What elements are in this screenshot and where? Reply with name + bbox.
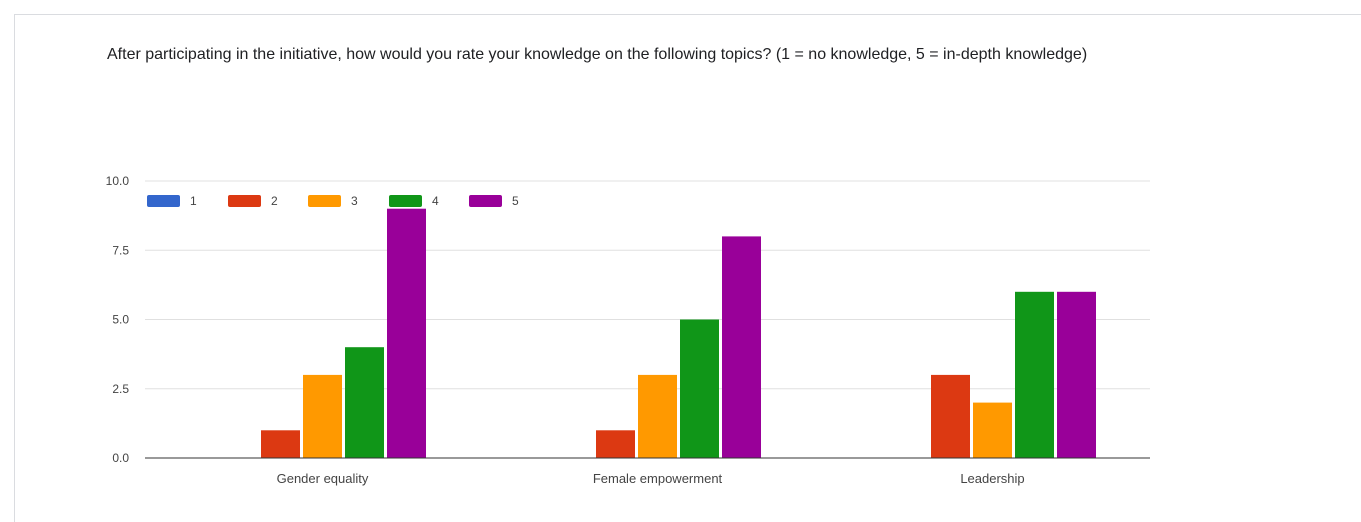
bar-3-series-4[interactable] xyxy=(1015,291,1054,458)
y-tick-label: 0.0 xyxy=(112,451,129,465)
legend-swatch-1[interactable] xyxy=(147,195,180,207)
y-tick-label: 7.5 xyxy=(112,243,129,257)
bar-1-series-4[interactable] xyxy=(345,347,384,458)
question-title: After participating in the initiative, h… xyxy=(107,46,1088,63)
bar-2-series-3[interactable] xyxy=(638,374,677,458)
y-tick-label: 5.0 xyxy=(112,313,129,327)
bars xyxy=(261,208,1096,459)
bar-3-series-5[interactable] xyxy=(1057,291,1096,458)
x-axis-categories: Gender equality Female empowerment Leaders… xyxy=(277,471,1025,486)
legend-label-3[interactable]: 3 xyxy=(351,194,358,208)
legend-label-2[interactable]: 2 xyxy=(271,194,278,208)
legend-swatch-4[interactable] xyxy=(389,195,422,207)
legend[interactable]: 1 2 3 4 5 xyxy=(147,194,519,208)
legend-swatch-5[interactable] xyxy=(469,195,502,207)
legend-swatch-2[interactable] xyxy=(228,195,261,207)
bar-1-series-3[interactable] xyxy=(303,374,342,458)
legend-label-5[interactable]: 5 xyxy=(512,194,519,208)
bar-2-series-5[interactable] xyxy=(722,236,761,458)
bar-1-series-2[interactable] xyxy=(261,430,300,458)
bar-2-series-2[interactable] xyxy=(596,430,635,458)
bar-2-series-4[interactable] xyxy=(680,319,719,459)
y-axis-ticks: 0.0 2.5 5.0 7.5 10.0 xyxy=(106,174,130,465)
bar-3-series-2[interactable] xyxy=(931,374,970,458)
y-tick-label: 2.5 xyxy=(112,382,129,396)
bar-3-series-3[interactable] xyxy=(973,402,1012,458)
x-category-label: Gender equality xyxy=(277,471,369,486)
legend-label-1[interactable]: 1 xyxy=(190,194,197,208)
gridlines xyxy=(145,180,1150,390)
x-category-label: Female empowerment xyxy=(593,471,723,486)
x-category-label: Leadership xyxy=(960,471,1024,486)
legend-swatch-3[interactable] xyxy=(308,195,341,207)
bar-1-series-5[interactable] xyxy=(387,208,426,458)
y-tick-label: 10.0 xyxy=(106,174,130,188)
legend-label-4[interactable]: 4 xyxy=(432,194,439,208)
